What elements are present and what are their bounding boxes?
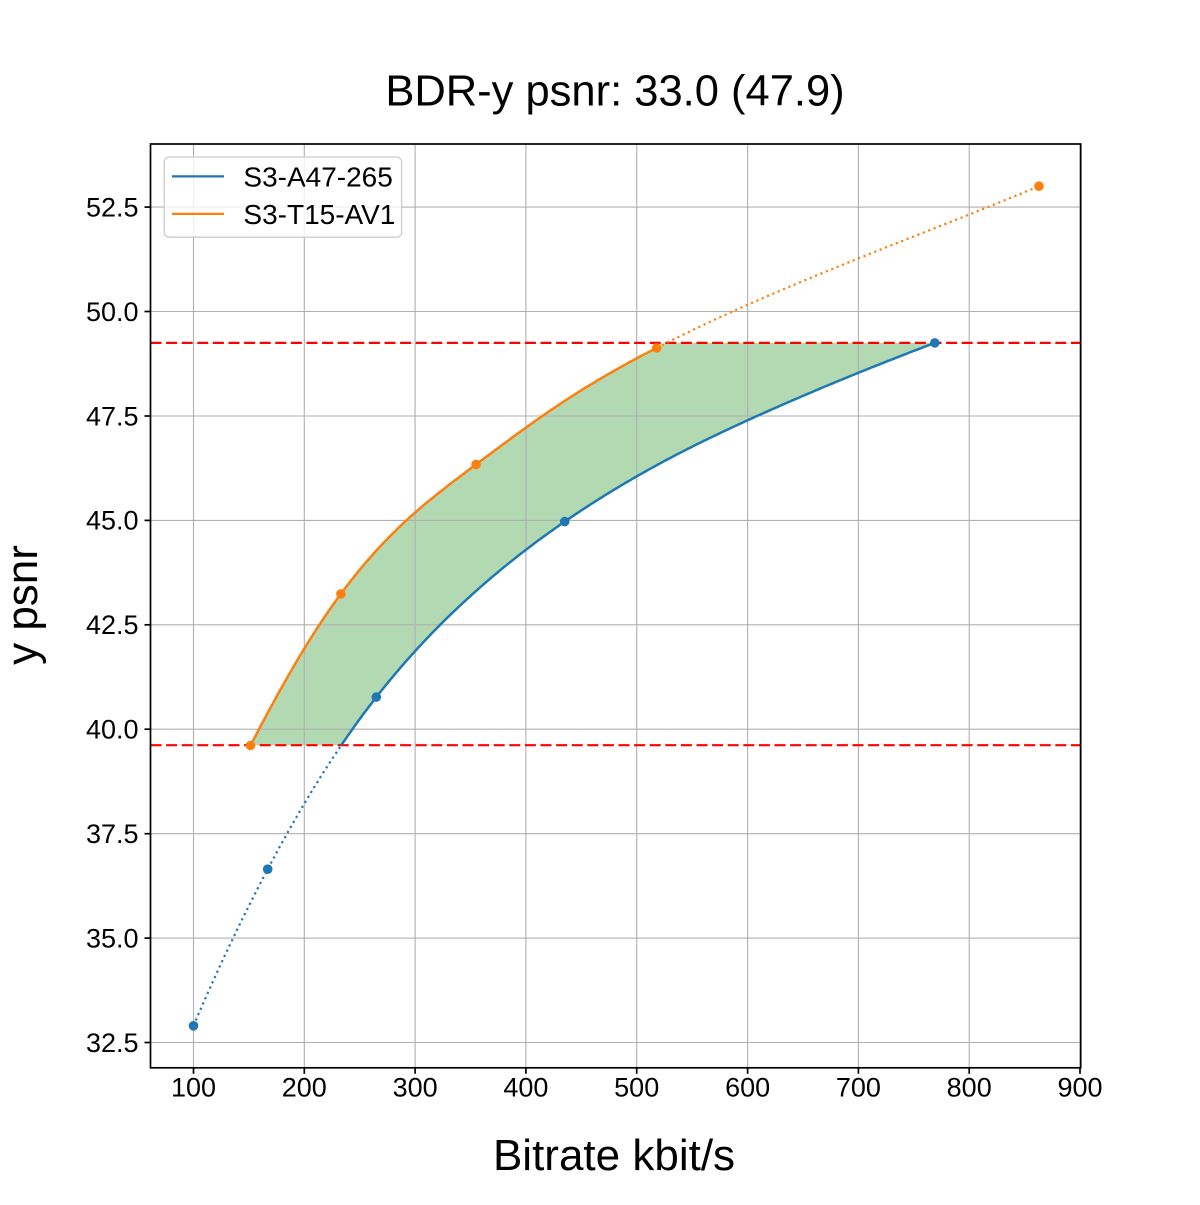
svg-text:900: 900 (1057, 1073, 1102, 1103)
svg-text:47.5: 47.5 (86, 401, 139, 431)
svg-text:200: 200 (282, 1073, 327, 1103)
svg-text:Bitrate kbit/s: Bitrate kbit/s (493, 1131, 735, 1180)
svg-text:300: 300 (393, 1073, 438, 1103)
svg-text:40.0: 40.0 (86, 715, 139, 745)
svg-text:y psnr: y psnr (0, 545, 47, 665)
svg-text:45.0: 45.0 (86, 506, 139, 536)
svg-text:S3-A47-265: S3-A47-265 (243, 161, 392, 192)
svg-text:37.5: 37.5 (86, 819, 139, 849)
svg-text:35.0: 35.0 (86, 923, 139, 953)
svg-text:800: 800 (947, 1073, 992, 1103)
svg-text:52.5: 52.5 (86, 192, 139, 222)
svg-text:32.5: 32.5 (86, 1028, 139, 1058)
svg-text:BDR-y psnr: 33.0 (47.9): BDR-y psnr: 33.0 (47.9) (385, 68, 844, 116)
svg-text:500: 500 (614, 1073, 659, 1103)
svg-text:100: 100 (171, 1073, 216, 1103)
svg-text:S3-T15-AV1: S3-T15-AV1 (243, 199, 395, 230)
svg-text:50.0: 50.0 (86, 297, 139, 327)
svg-text:42.5: 42.5 (86, 610, 139, 640)
svg-text:700: 700 (836, 1073, 881, 1103)
svg-text:600: 600 (725, 1073, 770, 1103)
svg-text:400: 400 (503, 1073, 548, 1103)
